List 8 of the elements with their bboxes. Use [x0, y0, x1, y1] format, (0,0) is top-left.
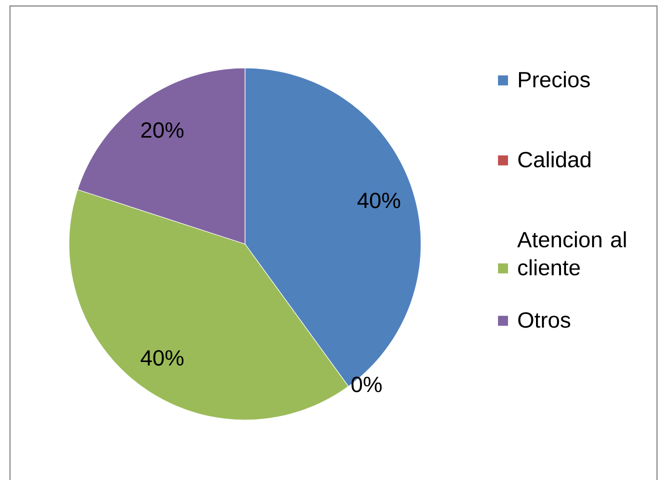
data-label: 40% [140, 350, 184, 366]
legend-label: Atencion al cliente [517, 231, 626, 276]
data-label: 20% [141, 122, 184, 138]
legend-label: Otros [518, 312, 570, 328]
legend-label: Calidad [518, 151, 590, 168]
data-label: 40% [357, 192, 400, 208]
text: 0% [352, 376, 382, 392]
legend-label: Precios [519, 71, 590, 88]
